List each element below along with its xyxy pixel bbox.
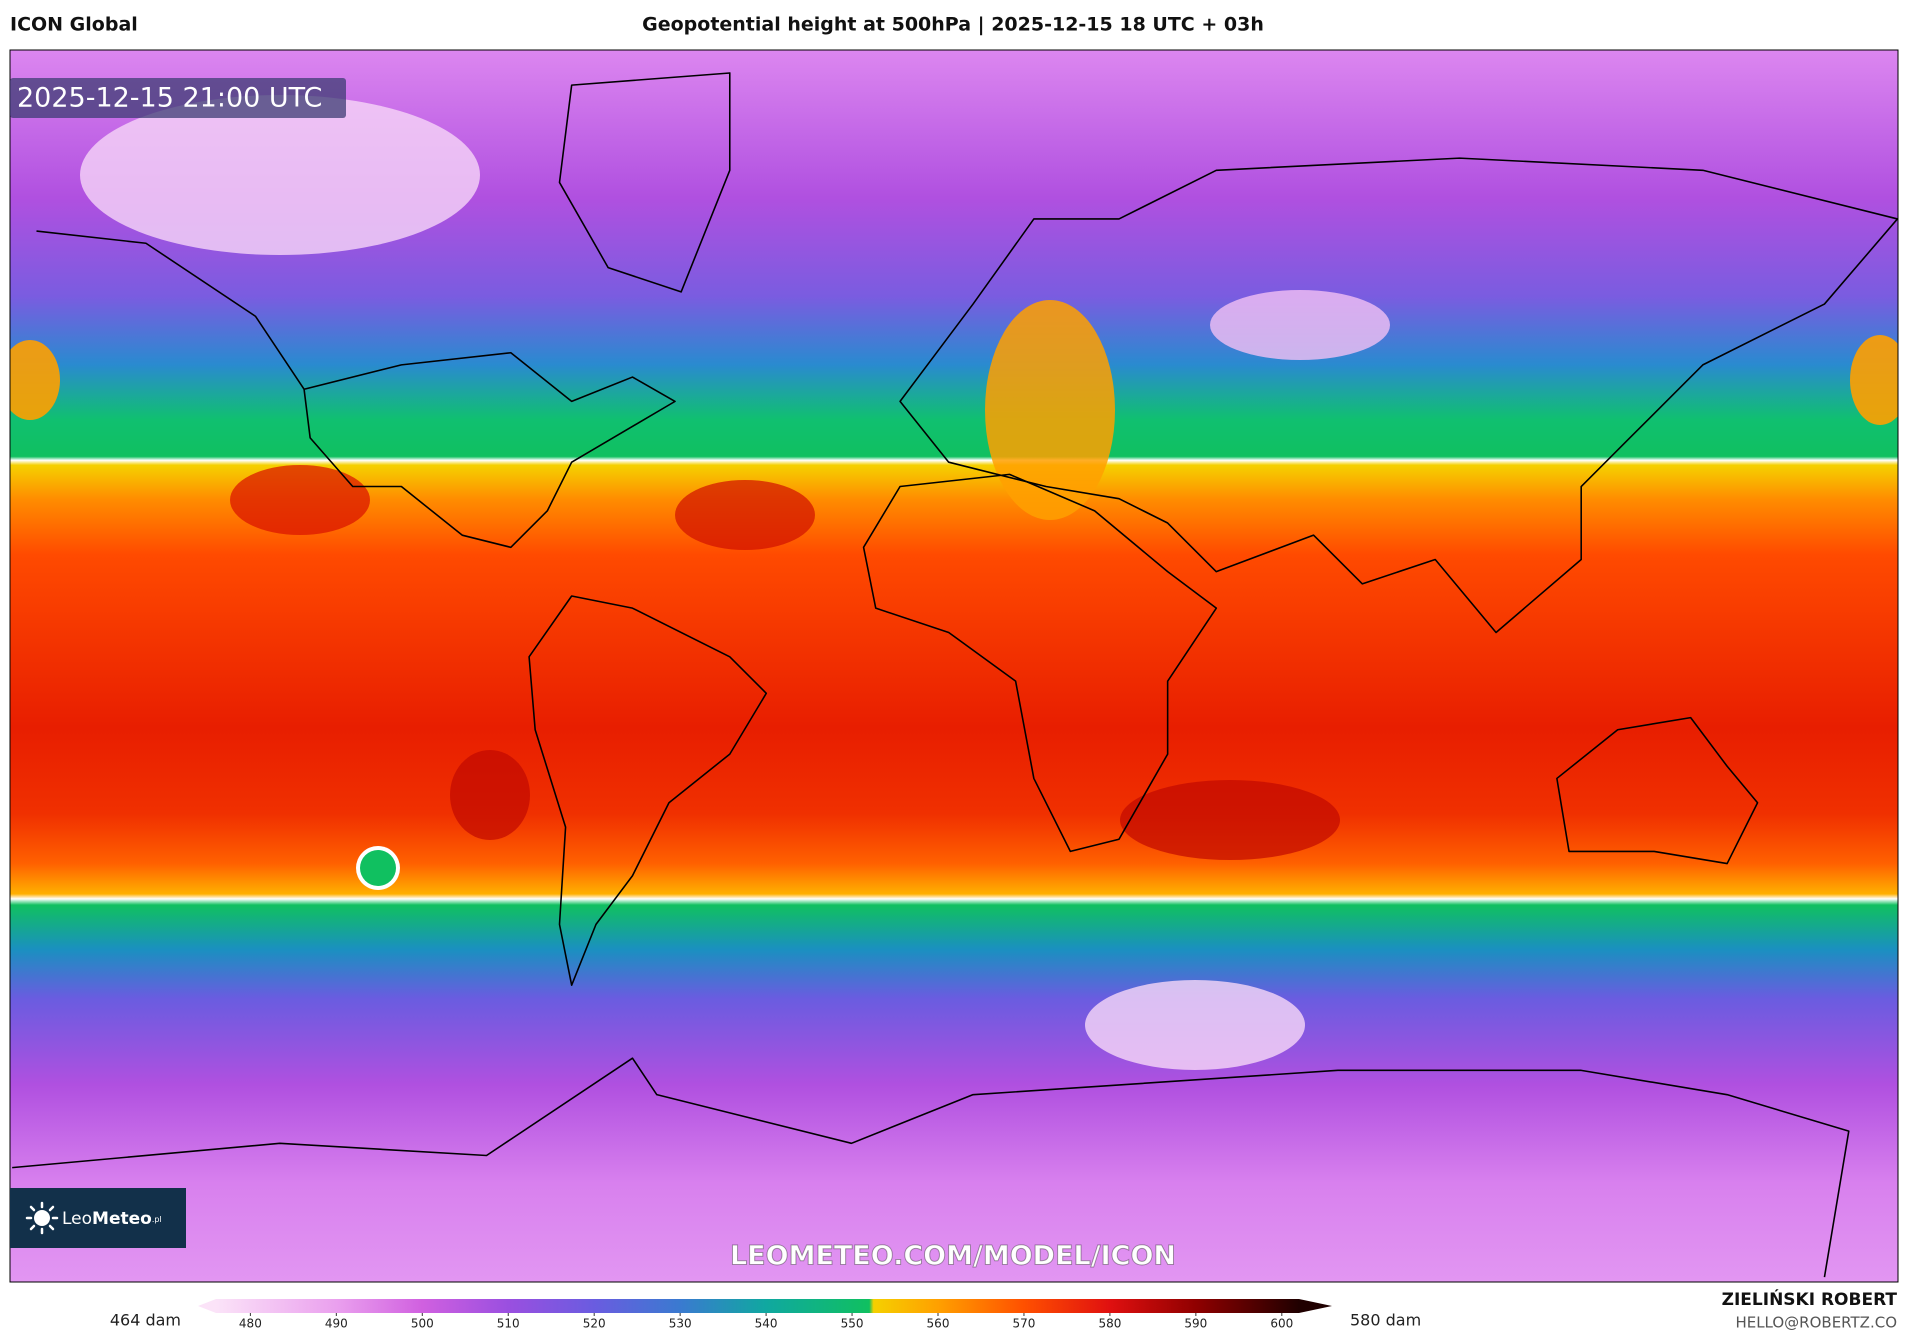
colorbar-tick-label: 540: [755, 1317, 778, 1331]
colorbar-tick-label: 520: [583, 1317, 606, 1331]
colorbar-tick-label: 580: [1098, 1317, 1121, 1331]
colorbar-bar: [216, 1299, 1299, 1313]
author-email: HELLO@ROBERTZ.CO: [1735, 1314, 1897, 1332]
logo-suffix: .pl: [152, 1215, 162, 1224]
coastlines: [12, 72, 1898, 1278]
field-blobs: [10, 95, 1898, 1070]
colorbar-tick-label: 530: [669, 1317, 692, 1331]
valid-time: 2025-12-15 21:00 UTC: [17, 83, 322, 114]
colorbar-min-label: 464 dam: [110, 1311, 181, 1330]
colorbar-tick-label: 500: [411, 1317, 434, 1331]
colorbar-max-label: 580 dam: [1350, 1311, 1421, 1330]
time-box: [10, 78, 346, 118]
colorbar-tick-label: 600: [1270, 1317, 1293, 1331]
map-title: Geopotential height at 500hPa | 2025-12-…: [642, 14, 1264, 36]
height-field: [10, 50, 1898, 1282]
author: ZIELIŃSKI ROBERT: [1722, 1288, 1898, 1310]
watermark: LEOMETEO.COM/MODEL/ICON: [730, 1241, 1176, 1272]
map-frame: [9, 49, 1899, 1283]
colorbar-extend-high: [1299, 1299, 1332, 1313]
colorbar-tick-label: 480: [239, 1317, 262, 1331]
colorbar-tick-label: 570: [1012, 1317, 1035, 1331]
logo-sun: [25, 1201, 59, 1235]
logo-leo: Leo: [62, 1209, 92, 1229]
map: [10, 50, 1898, 1282]
colorbar-tick-label: 560: [927, 1317, 950, 1331]
logo-meteo: Meteo: [92, 1209, 152, 1229]
logo-text: LeoMeteo.pl: [62, 1209, 162, 1229]
colorbar: 480 490 500 510 520 530 540 550 560 570 580 590 600: [198, 1299, 1332, 1331]
colorbar-tick-label: 550: [841, 1317, 864, 1331]
colorbar-extend-low: [198, 1299, 216, 1313]
colorbar-tick-label: 590: [1184, 1317, 1207, 1331]
model-name: ICON Global: [10, 14, 138, 36]
colorbar-tick-label: 490: [325, 1317, 348, 1331]
colorbar-tick-label: 510: [497, 1317, 520, 1331]
